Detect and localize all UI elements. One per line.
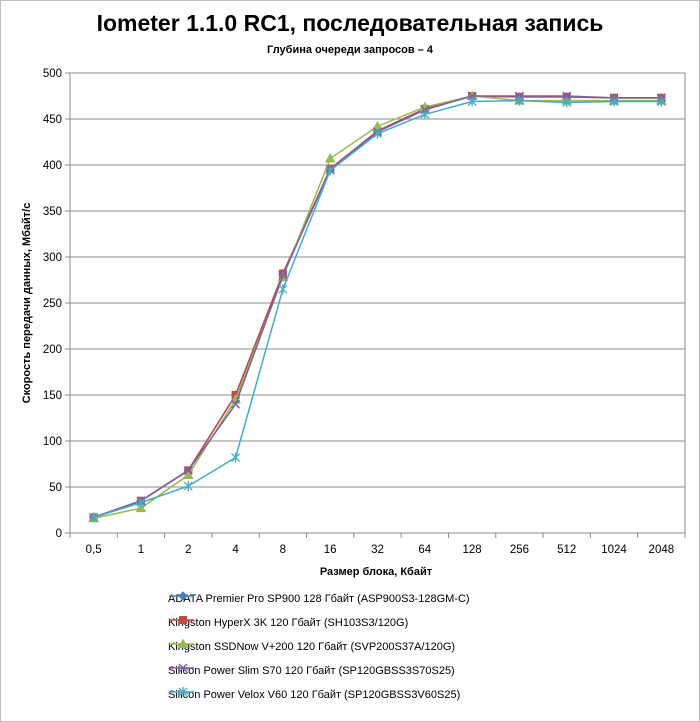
- legend-symbol: [178, 591, 188, 601]
- series-line: [93, 95, 662, 520]
- series-4: [89, 91, 666, 522]
- data-point: [325, 165, 335, 176]
- data-point: [135, 502, 147, 513]
- data-point: [231, 452, 241, 463]
- legend: ADATA Premier Pro SP900 128 Гбайт (ASP90…: [168, 590, 548, 720]
- data-point: [656, 96, 666, 107]
- legend-item: Silicon Power Velox V60 120 Гбайт (SP120…: [168, 686, 460, 704]
- y-tick-label: 300: [43, 252, 62, 264]
- legend-item: Kingston SSDNow V+200 120 Гбайт (SVP200S…: [168, 638, 455, 656]
- data-point: [420, 109, 430, 120]
- series-line: [93, 95, 662, 519]
- data-point: [183, 481, 193, 492]
- x-tick-label: 8: [280, 544, 286, 556]
- data-point: [183, 465, 193, 475]
- series-1: [88, 91, 667, 523]
- legend-label: Kingston HyperX 3K 120 Гбайт (SH103S3/12…: [168, 617, 409, 629]
- y-tick-label: 500: [43, 68, 62, 80]
- data-point: [136, 497, 146, 508]
- y-tick-label: 400: [43, 160, 62, 172]
- series-line: [93, 95, 662, 519]
- y-tick-label: 150: [43, 390, 62, 402]
- y-tick-label: 350: [43, 206, 62, 218]
- x-tick-label: 2048: [649, 544, 675, 556]
- legend-label: Silicon Power Velox V60 120 Гбайт (SP120…: [168, 689, 461, 701]
- x-tick-label: 64: [418, 544, 431, 556]
- data-point: [467, 96, 477, 107]
- x-tick-label: 32: [371, 544, 384, 556]
- data-point: [609, 96, 619, 107]
- data-point: [562, 97, 572, 108]
- legend-marker: [169, 663, 194, 673]
- y-tick-label: 0: [56, 528, 62, 540]
- grid-lines: [65, 72, 685, 534]
- data-point: [562, 91, 572, 101]
- x-tick-label: 128: [463, 544, 482, 556]
- axes: [69, 73, 686, 538]
- legend-label: Silicon Power Slim S70 120 Гбайт (SP120G…: [168, 665, 455, 677]
- legend-symbol: [178, 687, 188, 697]
- x-axis-title: Размер блока, Кбайт: [320, 566, 433, 578]
- x-tick-label: 4: [232, 544, 239, 556]
- x-tick-label: 1: [138, 544, 144, 556]
- legend-symbol: [178, 663, 188, 673]
- legend-item: Silicon Power Slim S70 120 Гбайт (SP120G…: [168, 662, 455, 680]
- y-tick-labels: 0 50 100 150 200 250 300 350 400 450 500: [43, 68, 62, 540]
- x-tick-label: 2: [185, 544, 191, 556]
- legend-symbol: [177, 638, 189, 648]
- legend-item: ADATA Premier Pro SP900 128 Гбайт (ASP90…: [168, 590, 470, 608]
- legend-marker: [169, 687, 194, 697]
- legend-symbol: [179, 616, 187, 624]
- series-group: [88, 90, 667, 523]
- y-tick-label: 100: [43, 436, 62, 448]
- legend-marker: [169, 591, 194, 601]
- series-3: [88, 90, 667, 523]
- data-point: [278, 270, 288, 280]
- y-tick-label: 50: [49, 482, 62, 494]
- series-2: [89, 92, 666, 522]
- legend-item: Kingston HyperX 3K 120 Гбайт (SH103S3/12…: [168, 614, 408, 632]
- series-line: [93, 95, 662, 519]
- x-tick-label: 16: [324, 544, 337, 556]
- y-tick-label: 200: [43, 344, 62, 356]
- data-point: [373, 128, 382, 139]
- data-point: [278, 284, 288, 295]
- data-point: [324, 153, 336, 163]
- series-5: [89, 95, 666, 523]
- data-point: [89, 512, 99, 523]
- y-axis-title: Скорость передачи данных, Мбайт/с: [21, 203, 33, 404]
- x-tick-label: 256: [510, 544, 529, 556]
- y-tick-label: 250: [43, 298, 62, 310]
- legend-label: ADATA Premier Pro SP900 128 Гбайт (ASP90…: [168, 593, 470, 605]
- y-tick-label: 450: [43, 114, 62, 126]
- series-line: [93, 99, 662, 519]
- x-tick-label: 1024: [601, 544, 627, 556]
- x-tick-label: 512: [557, 544, 576, 556]
- x-tick-label: 0,5: [86, 544, 102, 556]
- data-point: [182, 469, 194, 480]
- x-tick-labels: 0,5 1 2 4 8 16 32 64 128 256 512 1024 2048: [86, 544, 674, 556]
- legend-marker: [169, 638, 194, 648]
- legend-marker: [169, 616, 194, 624]
- chart-title: Iometer 1.1.0 RC1, последовательная запи…: [96, 10, 604, 36]
- chart-subtitle: Глубина очереди запросов – 4: [267, 44, 433, 56]
- data-point: [514, 95, 524, 106]
- data-point: [231, 399, 241, 409]
- legend-label: Kingston SSDNow V+200 120 Гбайт (SVP200S…: [168, 641, 456, 653]
